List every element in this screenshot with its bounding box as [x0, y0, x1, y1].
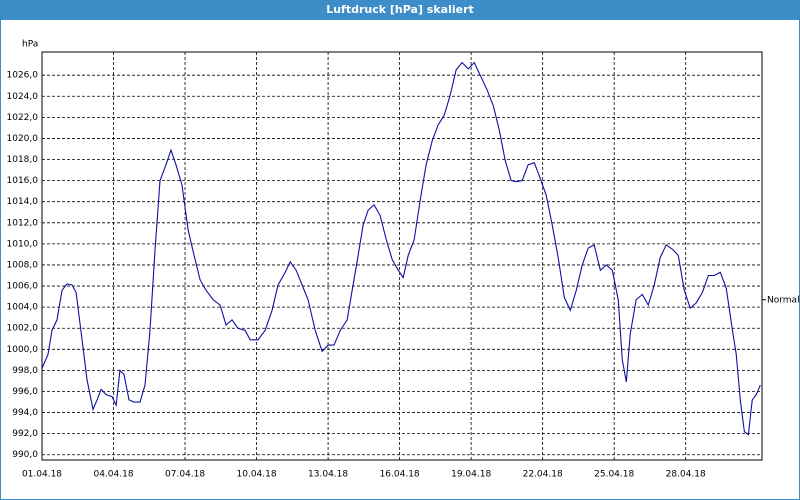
y-tick-label: 1014,0: [7, 197, 39, 207]
y-tick-label: 1010,0: [7, 239, 39, 249]
x-tick-label: 04.04.18: [93, 470, 133, 480]
chart-title: Luftdruck [hPa] skaliert: [326, 3, 474, 16]
y-tick-label: 1008,0: [7, 260, 39, 270]
y-tick-label: 1002,0: [7, 324, 39, 334]
x-tick-label: 16.04.18: [380, 470, 420, 480]
plot-area: [42, 52, 762, 460]
reference-label: Normal: [767, 295, 800, 305]
y-tick-label: 1026,0: [7, 71, 39, 81]
x-tick-label: 28.04.18: [666, 470, 706, 480]
y-tick-label: 994,0: [12, 408, 38, 418]
plot-border: [41, 51, 763, 461]
x-tick-label: 25.04.18: [594, 470, 634, 480]
y-tick-label: 1012,0: [7, 218, 39, 228]
y-tick-label: 1020,0: [7, 134, 39, 144]
x-tick-label: 07.04.18: [165, 470, 205, 480]
y-tick-label: 996,0: [12, 387, 38, 397]
y-tick-label: 990,0: [12, 450, 38, 460]
title-bar: [0, 0, 800, 20]
y-tick-label: 998,0: [12, 366, 38, 376]
y-tick-label: 1004,0: [7, 303, 39, 313]
x-tick-label: 22.04.18: [523, 470, 563, 480]
x-tick-label: 01.04.18: [22, 470, 62, 480]
y-tick-label: 1000,0: [7, 345, 39, 355]
y-tick-label: 1006,0: [7, 282, 39, 292]
y-tick-label: 1016,0: [7, 176, 39, 186]
y-tick-label: 992,0: [12, 429, 38, 439]
y-tick-label: 1024,0: [7, 92, 39, 102]
data-line: [41, 61, 761, 436]
y-tick-label: 1022,0: [7, 113, 39, 123]
x-tick-label: 19.04.18: [451, 470, 491, 480]
y-unit: hPa: [22, 40, 38, 50]
y-tick-label: 1018,0: [7, 155, 39, 165]
x-tick-label: 10.04.18: [237, 470, 277, 480]
x-tick-label: 13.04.18: [308, 470, 348, 480]
